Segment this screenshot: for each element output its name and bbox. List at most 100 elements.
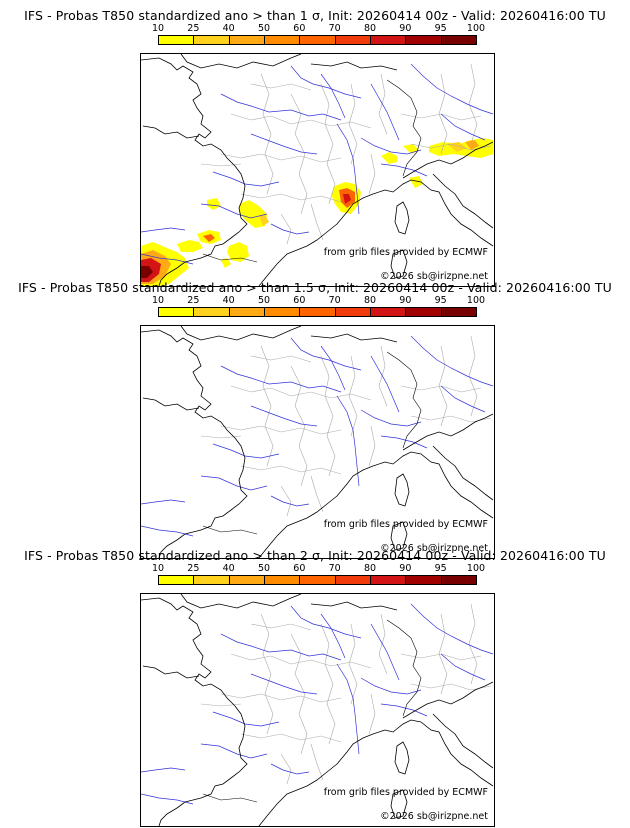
coastline [180,54,302,69]
coastline [258,451,494,558]
admin-border [348,355,358,437]
colorbar-swatch [300,576,336,584]
river [270,763,310,775]
source-credit: from grib files provided by ECMWF [323,787,488,798]
probability-map: from grib files provided by ECMWF ©2026 … [140,325,495,559]
admin-border [230,113,372,129]
river [250,133,318,155]
colorbar-labels: 10 25 40 50 60 70 80 90 95 100 [152,563,485,574]
admin-border [438,613,448,695]
river [360,409,422,427]
river [410,335,494,387]
coastline [141,597,248,826]
island-coastline [390,789,408,819]
colorbar-tick-label: 80 [363,23,377,34]
panel-1sigma: IFS - Probas T850 standardized ano > tha… [0,8,630,287]
colorbar-tick-label: 40 [222,563,235,574]
admin-border [290,633,308,755]
admin-border [260,613,274,735]
river [440,385,486,413]
national-border [202,253,258,263]
river [141,227,186,233]
river [440,113,486,141]
probability-area [465,140,479,150]
probability-area [141,266,153,278]
admin-border [260,73,274,195]
probability-area [409,176,423,188]
coastline [180,594,302,609]
colorbar-tick-label: 90 [399,23,412,34]
colorbar-tick-label: 40 [222,295,235,306]
colorbar-tick-label: 50 [257,295,271,306]
coastline [180,326,302,341]
colorbar-labels: 10 25 40 50 60 70 80 90 95 100 [152,23,485,34]
colorbar-tick-label: 100 [466,563,486,574]
river [336,663,360,755]
river [360,137,422,155]
admin-border [220,425,342,435]
colorbar-swatch [300,36,336,44]
national-border [386,79,422,177]
river [200,203,268,219]
probability-area [177,240,203,252]
admin-border [378,345,388,407]
admin-border [250,83,312,91]
colorbar-swatch [441,308,476,316]
river [141,793,194,805]
national-border [386,619,422,717]
colorbar-tick-label: 40 [222,23,235,34]
river [141,525,194,537]
colorbar-tick-label: 90 [399,563,412,574]
colorbar-swatch [300,308,336,316]
colorbar-tick-label: 100 [466,295,486,306]
river [141,767,186,773]
copyright-credit: ©2026 sb@irizpne.net [380,811,488,822]
river [220,365,342,393]
colorbar-tick-label: 50 [257,23,271,34]
coastline [142,125,200,139]
admin-border [410,683,492,691]
colorbar-swatch [194,308,230,316]
colorbar-swatch [335,36,371,44]
colorbar-tick-label: 70 [328,563,341,574]
island-coastline [394,473,410,507]
island-coastline [394,201,410,235]
admin-border [468,603,478,685]
colorbar-swatch [159,576,195,584]
map-canvas [141,594,494,826]
river [360,677,422,695]
admin-border [200,435,242,439]
colorbar [158,307,477,317]
admin-border [320,355,336,477]
panel-1-5sigma: IFS - Probas T850 standardized ano > tha… [0,280,630,559]
admin-border [220,693,342,703]
colorbar-tick-label: 70 [328,295,341,306]
admin-border [348,83,358,165]
river [200,475,268,491]
admin-border [320,623,336,745]
colorbar-swatch [194,36,230,44]
river [320,613,346,659]
admin-border [410,415,492,423]
river [410,63,494,115]
coastline [402,141,494,179]
admin-border [280,485,292,517]
river [320,345,346,391]
national-border [202,525,258,535]
coastline [402,413,494,451]
colorbar-swatch [159,36,195,44]
colorbar-swatch [264,308,301,316]
island-coastline [390,249,408,279]
colorbar-tick-label: 95 [434,563,447,574]
river [410,603,494,655]
coastline [432,713,494,769]
river [220,633,342,661]
probability-map: from grib files provided by ECMWF ©2026 … [140,53,495,287]
colorbar-swatch [229,36,265,44]
admin-border [378,73,388,135]
admin-border [240,193,342,203]
probability-area [221,258,231,268]
river [380,163,428,177]
river [380,703,428,717]
colorbar-tick-label: 25 [187,295,200,306]
